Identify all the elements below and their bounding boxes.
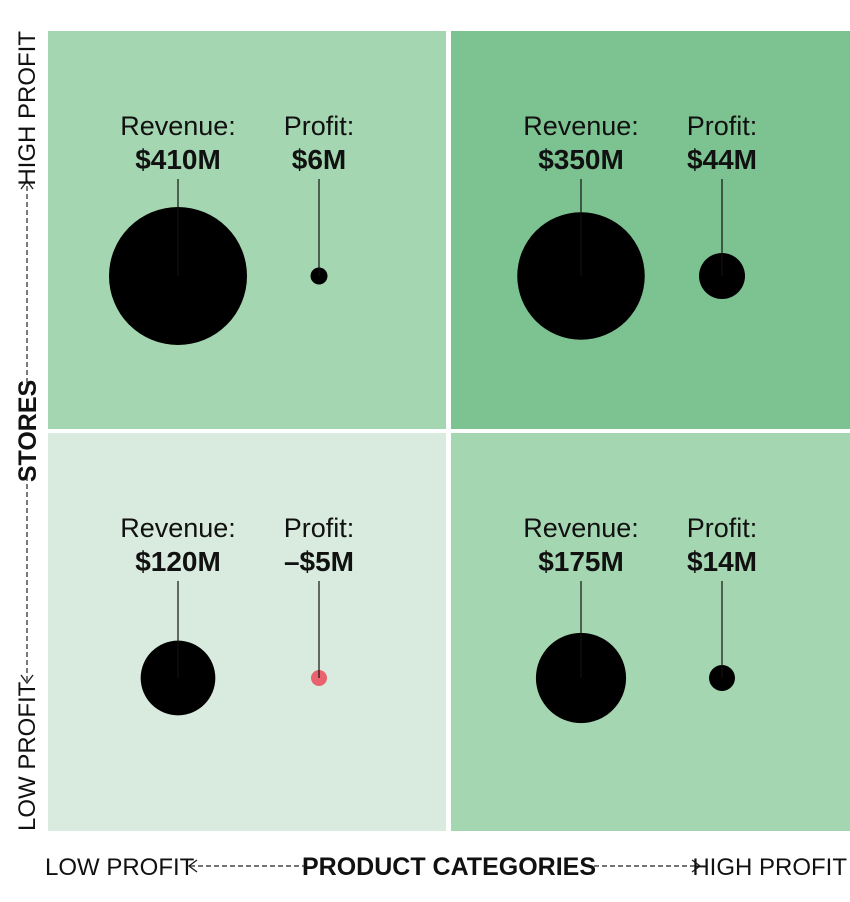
- profit-value: $44M: [687, 144, 757, 175]
- revenue-value: $350M: [538, 144, 624, 175]
- revenue-label: Revenue:: [120, 111, 236, 141]
- quadrant-layer: Revenue:$410MProfit:$6MRevenue:$350MProf…: [48, 31, 850, 831]
- profit-value: $14M: [687, 546, 757, 577]
- x-axis-low-label: LOW PROFIT: [45, 854, 195, 881]
- x-axis-title: PRODUCT CATEGORIES: [302, 853, 596, 881]
- profit-value: –$5M: [284, 546, 354, 577]
- quadrant-high-stores-low-categories: Revenue:$410M Profit:$6M: [48, 31, 446, 429]
- quadrant-background: [48, 433, 446, 831]
- quadrant-low-stores-low-categories: Revenue:$120M Profit:–$5M: [48, 433, 446, 831]
- revenue-value: $175M: [538, 546, 624, 577]
- revenue-label: Revenue:: [523, 111, 639, 141]
- x-axis: LOW PROFIT PRODUCT CATEGORIES HIGH PROFI…: [45, 853, 847, 881]
- y-axis-low-label: LOW PROFIT: [14, 681, 41, 831]
- profit-value: $6M: [292, 144, 346, 175]
- x-axis-left-arrowhead: [187, 859, 198, 873]
- revenue-value: $410M: [135, 144, 221, 175]
- x-axis-right-arrowhead: [691, 859, 702, 873]
- profit-label: Profit:: [687, 513, 758, 543]
- profit-label: Profit:: [687, 111, 758, 141]
- profit-label: Profit:: [284, 111, 355, 141]
- quadrant-background: [451, 31, 850, 429]
- x-axis-high-label: HIGH PROFIT: [692, 854, 847, 881]
- quadrant-background: [48, 31, 446, 429]
- y-axis-title: STORES: [14, 380, 42, 482]
- revenue-label: Revenue:: [120, 513, 236, 543]
- y-axis-high-label: HIGH PROFIT: [14, 31, 41, 186]
- y-axis-upper-arrowhead: [20, 179, 34, 190]
- revenue-value: $120M: [135, 546, 221, 577]
- quadrant-background: [451, 433, 850, 831]
- quadrant-high-stores-high-categories: Revenue:$350M Profit:$44M: [451, 31, 850, 429]
- revenue-label: Revenue:: [523, 513, 639, 543]
- y-axis-lower-arrowhead: [20, 674, 34, 685]
- quadrant-low-stores-high-categories: Revenue:$175M Profit:$14M: [451, 433, 850, 831]
- profit-label: Profit:: [284, 513, 355, 543]
- y-axis: LOW PROFIT STORES HIGH PROFIT: [14, 31, 42, 831]
